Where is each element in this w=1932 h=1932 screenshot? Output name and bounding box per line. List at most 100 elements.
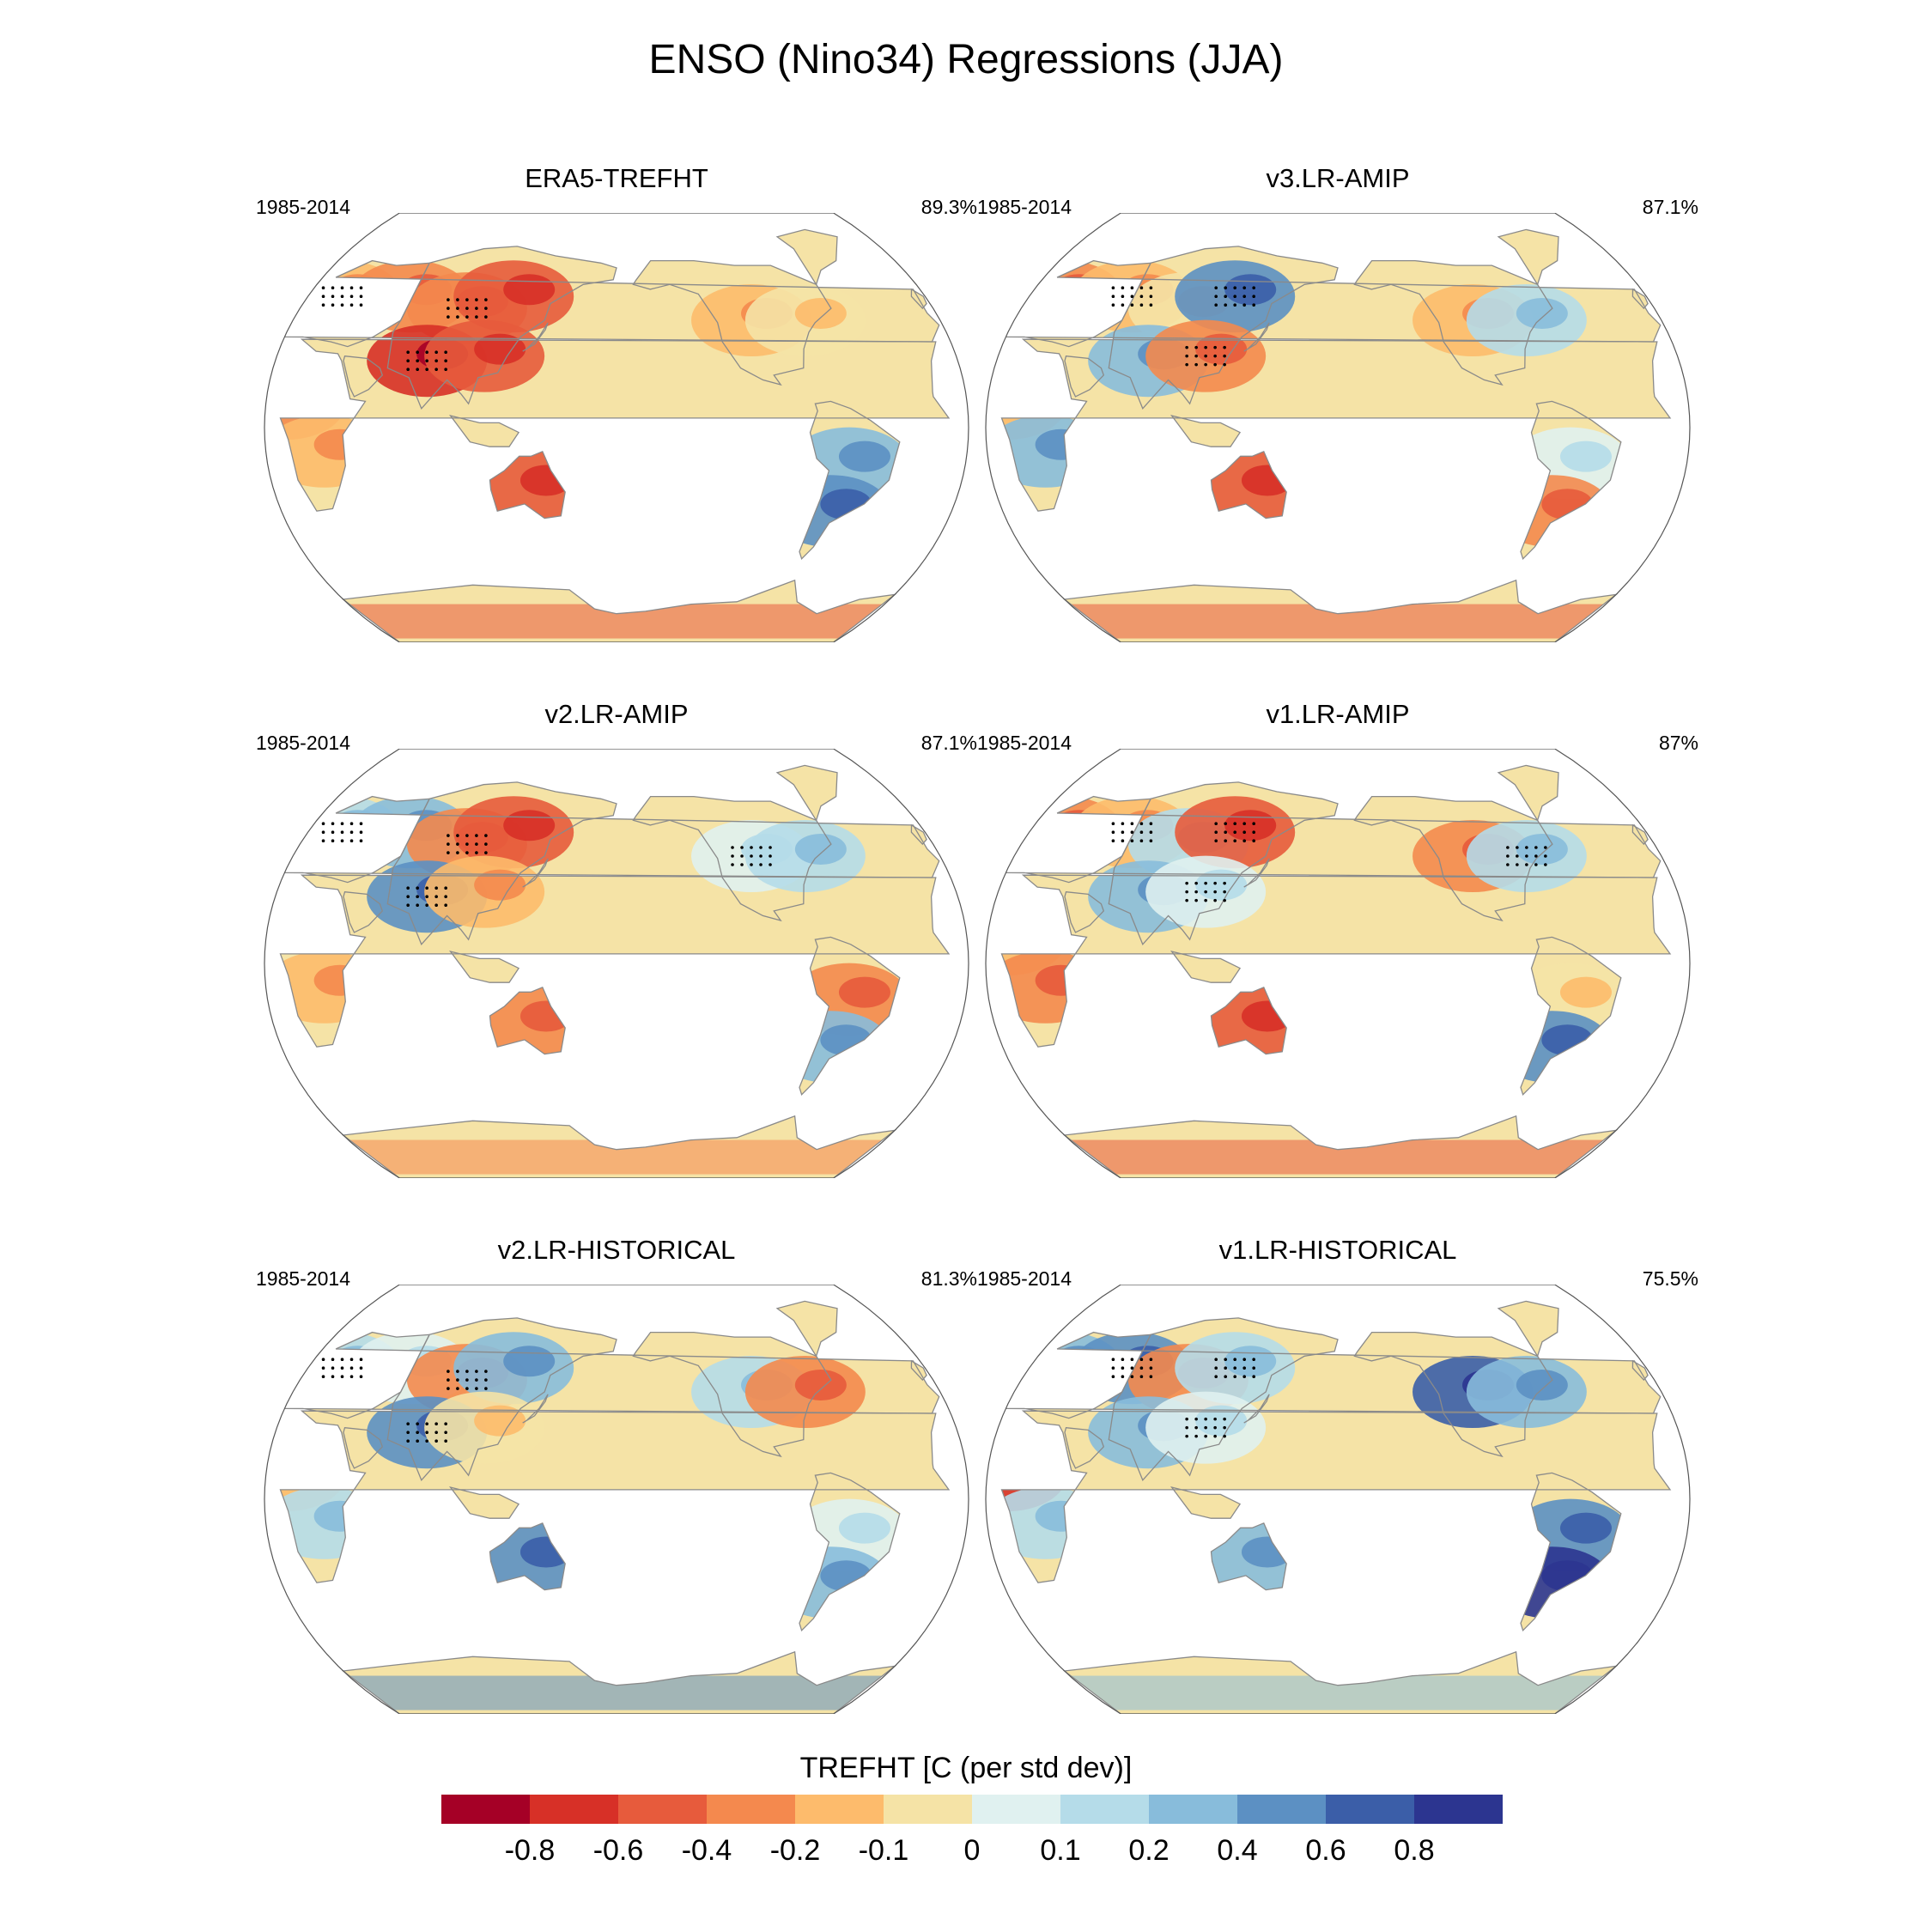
stipple-dot xyxy=(1214,1358,1218,1362)
stipple-dot xyxy=(359,830,363,835)
map-panel-v3-amip: v3.LR-AMIP 1985-2014 87.1% xyxy=(977,163,1698,644)
stipple-dot xyxy=(425,903,428,908)
stipple-dot xyxy=(1213,890,1217,894)
stipple-dot xyxy=(1214,839,1218,843)
world-map-v2-amip xyxy=(264,749,969,1178)
stipple-dot xyxy=(465,834,469,837)
colorbar-tick-label: 0.8 xyxy=(1394,1834,1435,1867)
stipple-dot xyxy=(434,350,438,355)
stipple-dot xyxy=(769,863,772,866)
panel-title: v3.LR-AMIP xyxy=(1266,163,1410,193)
stipple-dot xyxy=(1224,1366,1227,1370)
stipple-dot xyxy=(465,307,469,310)
coastline-samerica xyxy=(799,936,901,1097)
stipple-dot xyxy=(349,1358,354,1362)
panel-period: 1985-2014 xyxy=(256,196,350,218)
stipple-dot xyxy=(416,1422,419,1426)
panel-title: v1.LR-AMIP xyxy=(1266,699,1410,729)
stipple-dot xyxy=(1111,286,1115,290)
stipple-dot xyxy=(406,903,410,908)
stipple-dot xyxy=(475,1387,478,1390)
coastline-africa xyxy=(279,874,951,1048)
significance-stipple xyxy=(321,822,772,908)
stipple-dot xyxy=(321,830,325,835)
coastline-arabia xyxy=(343,1426,384,1469)
anomaly-core xyxy=(794,834,847,865)
stipple-dot xyxy=(359,303,363,307)
stipple-dot xyxy=(1233,839,1236,843)
stipple-dot xyxy=(1204,1434,1207,1438)
colorbar-tick-label: 0.4 xyxy=(1217,1834,1258,1867)
coastline-uk xyxy=(1631,1359,1649,1382)
panel-period: 1985-2014 xyxy=(977,196,1072,218)
coastline-arabia xyxy=(1064,1426,1105,1469)
stipple-dot xyxy=(331,839,335,843)
coastline-africa xyxy=(279,338,951,512)
colorbar-tick-label: -0.1 xyxy=(858,1834,909,1867)
coastline-eurasia_e xyxy=(386,781,617,946)
stipple-dot xyxy=(1242,1366,1246,1370)
stipple-dot xyxy=(740,854,744,858)
coastline-eurasia_e xyxy=(386,246,617,410)
stipple-dot xyxy=(1214,830,1218,835)
stipple-dot xyxy=(1149,286,1153,290)
stipple-dot xyxy=(475,851,478,854)
stipple-dot xyxy=(1224,1358,1227,1362)
stipple-dot xyxy=(1224,1375,1227,1379)
stipple-dot xyxy=(1213,362,1217,367)
colorbar-tick-label: 0 xyxy=(963,1834,981,1867)
stipple-dot xyxy=(456,1370,459,1373)
stipple-dot xyxy=(1121,303,1125,307)
stipple-dot xyxy=(1252,286,1255,290)
stipple-dot xyxy=(349,839,354,843)
stipple-dot xyxy=(484,1370,488,1373)
stipple-dot xyxy=(1194,1434,1198,1438)
coastline-japan xyxy=(1243,322,1270,352)
stipple-dot xyxy=(1233,1358,1236,1362)
stipple-dot xyxy=(484,1387,488,1390)
coastline-australia xyxy=(1210,450,1287,519)
stipple-dot xyxy=(1130,822,1134,826)
stipple-dot xyxy=(425,368,428,372)
anomaly-core xyxy=(1516,298,1568,329)
stipple-dot xyxy=(1213,345,1217,349)
stipple-dot xyxy=(406,350,410,355)
stipple-dot xyxy=(359,295,363,299)
stipple-dot xyxy=(1121,830,1125,835)
stipple-dot xyxy=(1223,362,1226,367)
coastline-samerica xyxy=(1520,936,1622,1097)
stipple-dot xyxy=(406,1439,410,1443)
stipple-dot xyxy=(1194,881,1198,885)
stipple-dot xyxy=(447,842,450,846)
panel-title: v1.LR-HISTORICAL xyxy=(1218,1235,1457,1265)
colorbar-tick-label: -0.6 xyxy=(592,1834,644,1867)
anomaly-core xyxy=(1516,1370,1568,1400)
stipple-dot xyxy=(475,307,478,310)
coastline-indonesia xyxy=(448,951,520,983)
panel-period: 1985-2014 xyxy=(977,1267,1072,1290)
anomaly-core xyxy=(1224,810,1277,841)
stipple-dot xyxy=(1534,854,1538,858)
stipple-dot xyxy=(1149,822,1153,826)
stipple-dot xyxy=(484,834,488,837)
stipple-dot xyxy=(1213,1434,1217,1438)
stipple-dot xyxy=(1506,863,1510,866)
panel-pattern-correlation: 87% xyxy=(1658,732,1698,754)
panel-period: 1985-2014 xyxy=(977,732,1072,754)
stipple-dot xyxy=(1204,1425,1207,1430)
stipple-dot xyxy=(1194,345,1198,349)
significance-stipple xyxy=(1111,1358,1255,1438)
stipple-dot xyxy=(1204,898,1207,902)
coastline-indonesia xyxy=(448,1486,520,1519)
stipple-dot xyxy=(1130,1366,1134,1370)
stipple-dot xyxy=(331,286,335,290)
stipple-dot xyxy=(1242,830,1246,835)
stipple-dot xyxy=(321,1375,325,1379)
colorbar-tick-label: 0.2 xyxy=(1128,1834,1170,1867)
stipple-dot xyxy=(1204,881,1207,885)
stipple-dot xyxy=(1121,1358,1125,1362)
stipple-dot xyxy=(1223,1434,1226,1438)
colorbar-swatch xyxy=(795,1795,884,1824)
stipple-dot xyxy=(321,303,325,307)
coastlines xyxy=(279,1300,951,1714)
